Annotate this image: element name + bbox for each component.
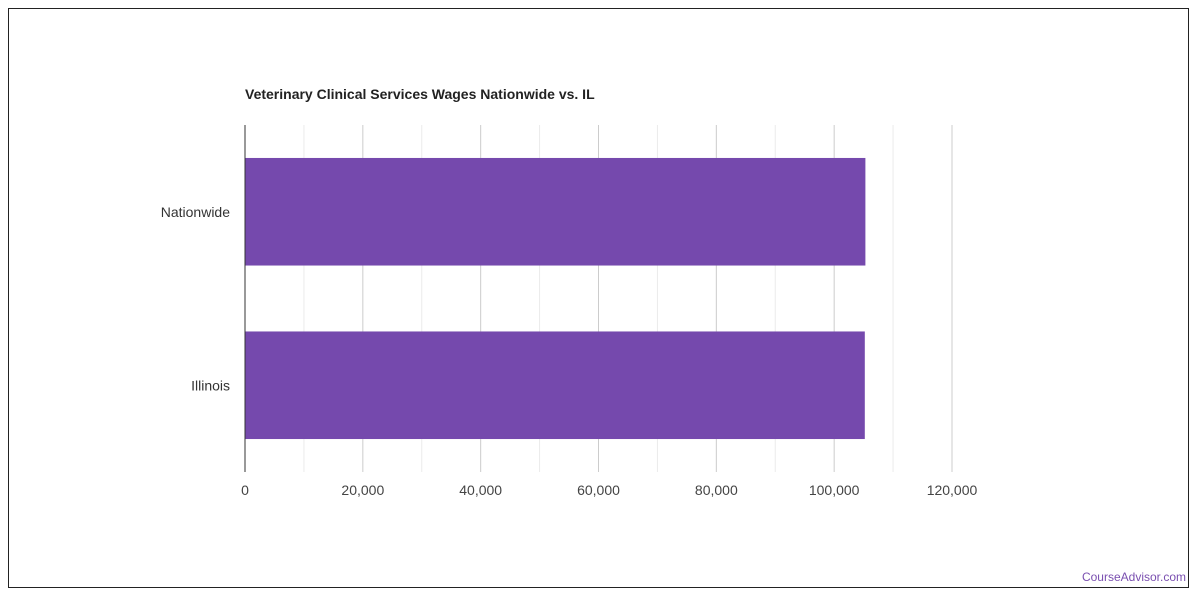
category-label: Nationwide [161,204,230,220]
watermark-link[interactable]: CourseAdvisor.com [1081,570,1186,584]
labels: Nationwide Illinois 0 20,000 40,000 60,000 80,… [161,204,978,498]
category-label: Illinois [191,377,230,393]
x-tick-label: 100,000 [809,482,860,498]
x-tick-label: 20,000 [341,482,384,498]
bar-illinois[interactable] [245,331,865,440]
x-tick-label: 0 [241,482,249,498]
bars [245,157,866,440]
x-tick-label: 120,000 [927,482,978,498]
bar-nationwide[interactable] [245,157,866,266]
x-tick-label: 80,000 [695,482,738,498]
x-tick-label: 60,000 [577,482,620,498]
x-tick-label: 40,000 [459,482,502,498]
chart-title: Veterinary Clinical Services Wages Natio… [245,86,595,102]
